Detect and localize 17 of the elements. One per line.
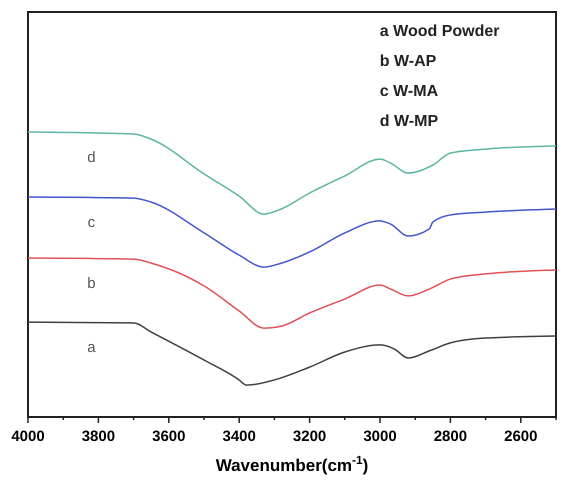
series-label: d [87, 149, 96, 166]
x-tick-label: 3200 [292, 428, 326, 445]
text: c W-MA [380, 83, 439, 100]
x-tick-label: 3400 [222, 428, 256, 445]
series-label: c [88, 214, 96, 231]
x-tick-label: 4000 [11, 428, 45, 445]
x-tick-label: 2600 [504, 428, 538, 445]
text: d W-MP [380, 113, 438, 130]
text: a Wood Powder [380, 23, 500, 40]
x-tick-label: 3600 [152, 428, 186, 445]
x-axis-title: Wavenumber(cm$^{-1}$) [216, 453, 368, 475]
series-label: a [87, 339, 96, 356]
x-tick-label: 3800 [82, 428, 116, 445]
x-tick-label: 3000 [363, 428, 397, 445]
series-label: b [87, 274, 96, 292]
text: b W-AP [380, 53, 437, 70]
x-tick-label: 2800 [434, 428, 468, 445]
